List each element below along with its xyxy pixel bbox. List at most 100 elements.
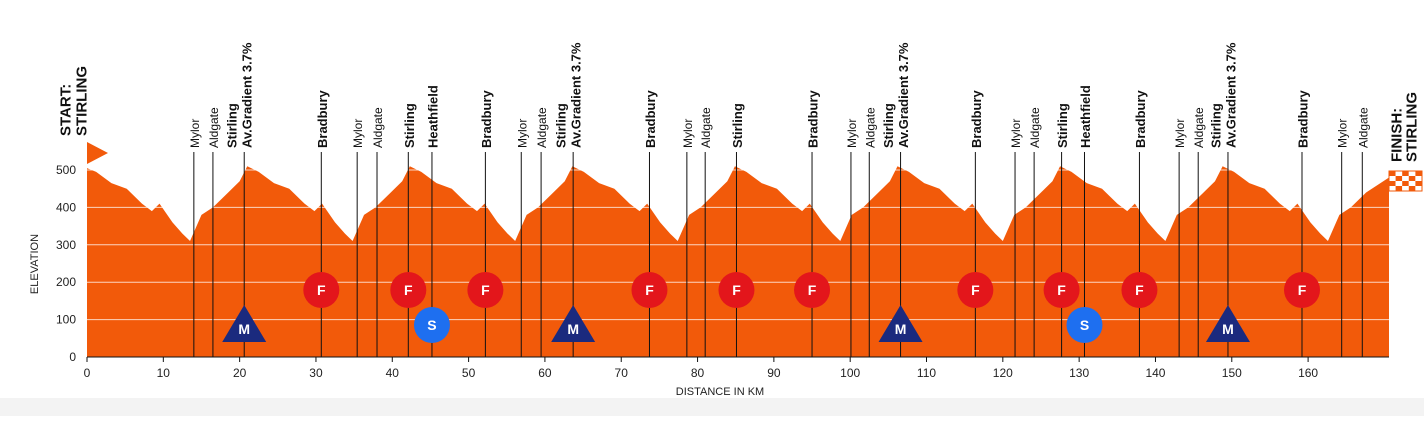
x-tick-label: 150 — [1222, 366, 1242, 380]
y-tick-label: 300 — [56, 238, 76, 252]
x-tick-label: 70 — [615, 366, 629, 380]
x-tick-label: 160 — [1298, 366, 1318, 380]
x-tick-label: 50 — [462, 366, 476, 380]
marker-label: F — [732, 282, 741, 298]
finish-label: FINISH: — [1389, 108, 1406, 162]
marker-label: F — [1057, 282, 1066, 298]
marker-label: F — [808, 282, 817, 298]
feed-marker — [631, 272, 668, 308]
place-label: Av.Gradient 3.7% — [896, 42, 911, 148]
place-label: Stirling — [402, 103, 417, 148]
flag-cell — [1402, 186, 1409, 191]
y-axis-label: ELEVATION — [29, 234, 41, 294]
marker-label: F — [317, 282, 326, 298]
flag-cell — [1389, 176, 1396, 181]
feed-marker — [303, 272, 340, 308]
marker-label: S — [427, 317, 436, 333]
place-label: Aldgate — [535, 107, 549, 148]
place-label: Mylor — [1173, 119, 1187, 148]
mountain-marker — [1205, 305, 1250, 342]
mountain-marker — [222, 305, 267, 342]
place-label: Stirling — [1055, 103, 1070, 148]
start-label: START: — [58, 84, 75, 136]
x-axis-label: DISTANCE IN KM — [676, 386, 764, 398]
sprint-marker — [413, 307, 450, 343]
place-label: Bradbury — [315, 89, 330, 148]
place-label: Av.Gradient 3.7% — [240, 42, 255, 148]
feed-marker — [467, 272, 504, 308]
x-tick-label: 120 — [993, 366, 1013, 380]
start-flag — [87, 142, 108, 164]
place-label: Mylor — [351, 119, 365, 148]
flag-cell — [1389, 181, 1396, 186]
place-label: Heathfield — [1078, 85, 1093, 148]
flag-cell — [1415, 176, 1422, 181]
finish-flag-border — [1388, 170, 1423, 192]
place-label: Mylor — [1336, 119, 1350, 148]
place-label: Heathfield — [425, 85, 440, 148]
flag-cell — [1408, 181, 1416, 186]
marker-label: F — [1135, 282, 1144, 298]
x-tick-label: 90 — [767, 366, 781, 380]
x-tick-label: 130 — [1069, 366, 1089, 380]
sprint-marker — [1066, 307, 1103, 343]
y-tick-label: 400 — [56, 200, 76, 214]
place-label: Aldgate — [207, 107, 221, 148]
x-tick-label: 0 — [84, 366, 91, 380]
marker-label: F — [1298, 282, 1307, 298]
flag-cell — [1389, 171, 1396, 176]
footer-strip — [0, 398, 1424, 416]
flag-cell — [1408, 176, 1416, 181]
marker-label: F — [404, 282, 413, 298]
place-label: Bradbury — [1133, 89, 1148, 148]
marker-label: M — [567, 321, 579, 337]
place-label: Stirling — [730, 103, 745, 148]
x-tick-label: 100 — [840, 366, 860, 380]
place-label: Bradbury — [643, 89, 658, 148]
mountain-marker — [551, 305, 596, 342]
flag-cell — [1395, 186, 1403, 191]
start-label: STIRLING — [74, 66, 91, 136]
x-tick-label: 60 — [538, 366, 552, 380]
place-label: Mylor — [188, 119, 202, 148]
finish-label: STIRLING — [1404, 92, 1421, 162]
x-tick-label: 20 — [233, 366, 247, 380]
place-label: Aldgate — [863, 107, 877, 148]
y-tick-label: 500 — [56, 163, 76, 177]
feed-marker — [1283, 272, 1320, 308]
marker-label: M — [895, 321, 907, 337]
flag-cell — [1402, 181, 1409, 186]
feed-marker — [718, 272, 755, 308]
place-label: Bradbury — [479, 89, 494, 148]
place-label: Aldgate — [699, 107, 713, 148]
feed-marker — [957, 272, 994, 308]
x-tick-label: 10 — [157, 366, 171, 380]
flag-cell — [1415, 186, 1422, 191]
flag-cell — [1402, 176, 1409, 181]
place-label: Aldgate — [1028, 107, 1042, 148]
place-label: Stirling — [554, 103, 569, 148]
y-tick-label: 0 — [69, 350, 76, 364]
place-label: Mylor — [681, 119, 695, 148]
x-tick-label: 80 — [691, 366, 705, 380]
marker-label: M — [1222, 321, 1234, 337]
feed-marker — [1043, 272, 1080, 308]
flag-cell — [1415, 181, 1422, 186]
flag-cell — [1402, 171, 1409, 176]
x-tick-label: 30 — [309, 366, 323, 380]
place-label: Av.Gradient 3.7% — [1223, 42, 1238, 148]
place-label: Aldgate — [1356, 107, 1370, 148]
place-label: Stirling — [881, 103, 896, 148]
place-label: Stirling — [225, 103, 240, 148]
flag-cell — [1415, 171, 1422, 176]
finish-flag — [1389, 171, 1422, 191]
marker-label: S — [1080, 317, 1089, 333]
place-label: Aldgate — [371, 107, 385, 148]
x-tick-label: 40 — [386, 366, 400, 380]
place-label: Mylor — [845, 119, 859, 148]
flag-cell — [1395, 171, 1403, 176]
place-label: Bradbury — [806, 89, 821, 148]
x-tick-label: 140 — [1145, 366, 1165, 380]
flag-cell — [1408, 186, 1416, 191]
flag-cell — [1408, 171, 1416, 176]
